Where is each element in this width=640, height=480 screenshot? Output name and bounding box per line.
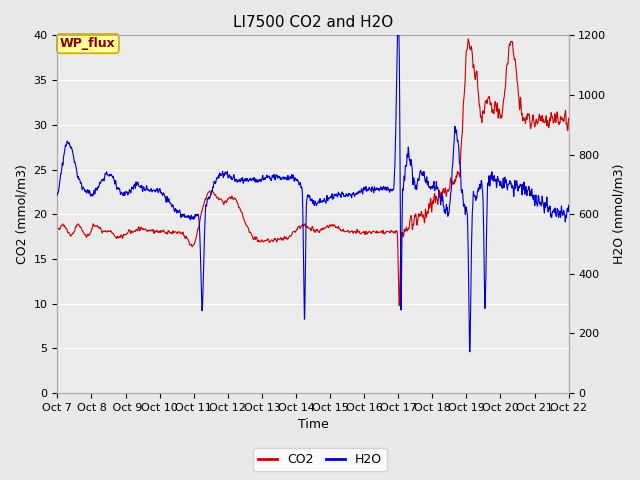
Title: LI7500 CO2 and H2O: LI7500 CO2 and H2O [233, 15, 393, 30]
Text: WP_flux: WP_flux [60, 37, 116, 50]
Y-axis label: H2O (mmol/m3): H2O (mmol/m3) [612, 164, 625, 264]
Y-axis label: CO2 (mmol/m3): CO2 (mmol/m3) [15, 164, 28, 264]
Legend: CO2, H2O: CO2, H2O [253, 448, 387, 471]
X-axis label: Time: Time [298, 419, 328, 432]
